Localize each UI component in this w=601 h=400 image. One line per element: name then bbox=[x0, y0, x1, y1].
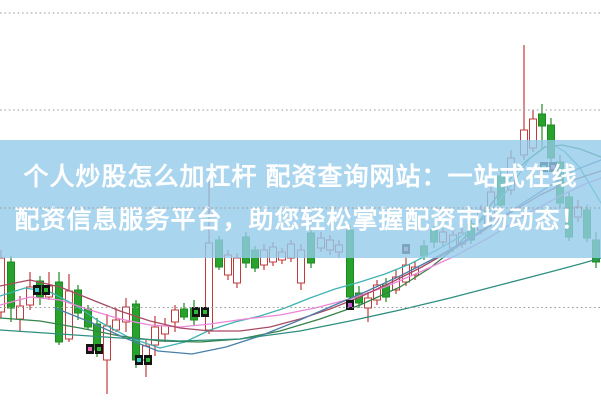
signal-marker bbox=[33, 285, 50, 295]
candle-down bbox=[55, 272, 63, 345]
candle-down bbox=[180, 303, 188, 320]
signal-marker bbox=[346, 300, 354, 310]
candle-up bbox=[373, 280, 381, 305]
signal-marker bbox=[192, 307, 209, 317]
signal-marker bbox=[86, 344, 103, 354]
candle-up bbox=[233, 253, 241, 288]
candle-down bbox=[74, 285, 82, 320]
ma-longteal-line bbox=[0, 257, 601, 342]
banner-title-line1: 个人炒股怎么加杠杆 配资查询网站：一站式在线 bbox=[23, 163, 578, 191]
candle-up bbox=[26, 272, 34, 310]
promo-banner: 个人炒股怎么加杠杆 配资查询网站：一站式在线 配资信息服务平台，助您轻松掌握配资… bbox=[0, 140, 601, 258]
signal-marker bbox=[135, 355, 152, 365]
banner-title-line2: 配资信息服务平台，助您轻松掌握配资市场动态！ bbox=[14, 206, 587, 234]
